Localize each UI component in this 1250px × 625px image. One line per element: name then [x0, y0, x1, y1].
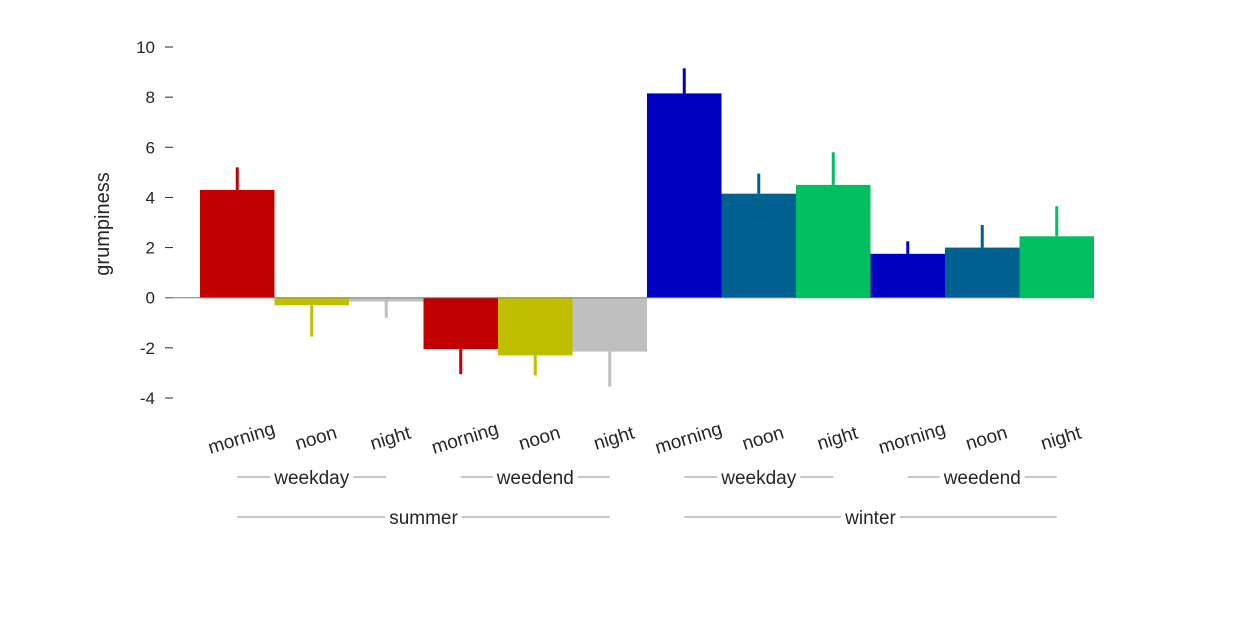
bar — [498, 297, 573, 356]
subgroup-label: weedend — [943, 468, 1021, 489]
category-label: morning — [653, 419, 725, 459]
y-tick-label: 2 — [146, 239, 155, 258]
bar — [1019, 236, 1094, 298]
category-label: noon — [293, 423, 340, 455]
bar — [945, 247, 1020, 298]
category-label: night — [1038, 422, 1084, 454]
y-tick-label: 6 — [146, 138, 155, 157]
category-label: night — [368, 422, 414, 454]
bar — [423, 297, 498, 350]
group-label: winter — [844, 508, 896, 529]
category-label: morning — [206, 419, 278, 459]
bars — [200, 93, 1094, 356]
error-bars — [235, 68, 1059, 387]
category-label: night — [815, 422, 861, 454]
subgroup-labels: weekday weedend weekday weedend — [237, 468, 1057, 489]
y-tick-label: -4 — [140, 389, 155, 408]
bar — [796, 184, 871, 298]
group-labels: summer winter — [237, 508, 1057, 529]
subgroup-label: weekday — [720, 468, 796, 489]
bar — [274, 297, 349, 306]
subgroup-label: weekday — [273, 468, 349, 489]
bar — [647, 93, 722, 298]
y-axis: -4 -2 0 2 4 6 8 10 — [136, 38, 173, 408]
y-tick-label: -2 — [140, 339, 155, 358]
bar — [349, 297, 424, 302]
category-label: noon — [516, 423, 563, 455]
category-labels: morning noon night morning noon night morning n… — [206, 419, 1085, 459]
y-axis-title: grumpiness — [92, 172, 114, 275]
bar — [200, 189, 275, 298]
category-label: morning — [876, 419, 948, 459]
category-label: morning — [429, 419, 501, 459]
bar — [870, 253, 945, 298]
category-label: noon — [740, 423, 787, 455]
y-tick-label: 0 — [146, 289, 155, 308]
y-tick-label: 8 — [146, 88, 155, 107]
y-tick-label: 10 — [136, 38, 155, 57]
bar — [572, 297, 647, 352]
bar — [721, 193, 796, 298]
group-label: summer — [389, 508, 458, 529]
subgroup-label: weedend — [496, 468, 574, 489]
y-tick-label: 4 — [146, 188, 155, 207]
category-label: night — [591, 422, 637, 454]
category-label: noon — [963, 423, 1010, 455]
